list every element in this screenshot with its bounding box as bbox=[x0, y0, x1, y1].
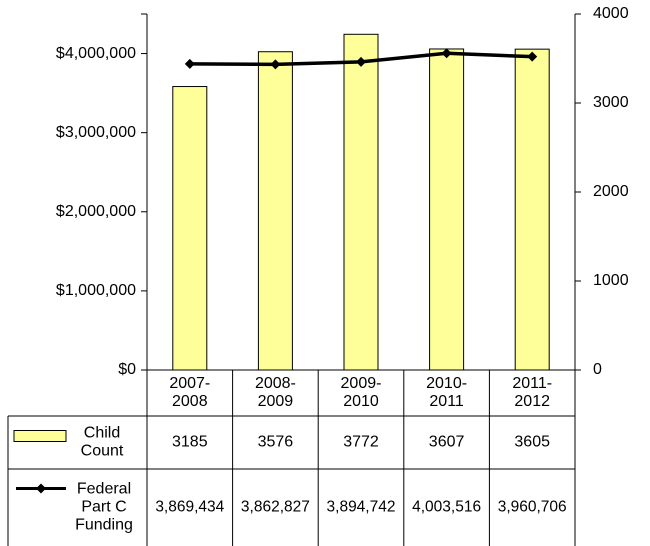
funding-legend-marker bbox=[36, 483, 46, 494]
left-axis-tick-label: $3,000,000 bbox=[56, 124, 136, 141]
left-axis-tick-label: $0 bbox=[118, 361, 136, 378]
funding-value: 3,869,434 bbox=[155, 499, 224, 516]
category-label: 2010 bbox=[343, 393, 379, 410]
left-axis-tick-label: $4,000,000 bbox=[56, 45, 136, 62]
funding-value: 3,894,742 bbox=[327, 499, 396, 516]
right-axis-tick-label: 3000 bbox=[593, 94, 629, 111]
category-label: 2008- bbox=[255, 375, 296, 392]
funding-value: 3,862,827 bbox=[241, 499, 310, 516]
funding-point-2009-2010 bbox=[356, 56, 366, 67]
left-axis-tick-label: $1,000,000 bbox=[56, 282, 136, 299]
child-count-value: 3772 bbox=[343, 434, 379, 451]
child-count-legend-key bbox=[13, 430, 67, 442]
bar-2008-2009 bbox=[257, 51, 293, 371]
category-label: 2009- bbox=[341, 375, 382, 392]
child-count-value: 3605 bbox=[514, 434, 550, 451]
right-axis-tick-label: 0 bbox=[593, 361, 602, 378]
child-count-value: 3185 bbox=[172, 434, 208, 451]
category-label: 2007- bbox=[169, 375, 210, 392]
funding-point-2007-2008 bbox=[184, 58, 195, 69]
right-axis-tick-label: 2000 bbox=[593, 183, 629, 200]
funding-row-label: Part C bbox=[81, 499, 126, 516]
category-label: 2011 bbox=[429, 393, 464, 410]
category-label: 2008 bbox=[172, 393, 208, 410]
bar-2010-2011 bbox=[429, 48, 465, 371]
right-axis-tick-label: 4000 bbox=[593, 5, 629, 22]
child-count-row-label: Count bbox=[81, 443, 124, 460]
right-axis-tick-label: 1000 bbox=[593, 272, 629, 289]
category-label: 2010- bbox=[426, 375, 467, 392]
child-count-row-label: Child bbox=[84, 425, 120, 442]
funding-point-2008-2009 bbox=[270, 59, 281, 70]
child-count-value: 3576 bbox=[258, 434, 294, 451]
funding-value: 3,960,706 bbox=[498, 499, 567, 516]
funding-point-2010-2011 bbox=[441, 48, 452, 59]
bar-2009-2010 bbox=[343, 33, 379, 371]
funding-row-label: Funding bbox=[75, 517, 133, 534]
category-label: 2011- bbox=[512, 375, 552, 392]
bar-2007-2008 bbox=[172, 86, 208, 371]
left-axis-tick-label: $2,000,000 bbox=[56, 203, 136, 220]
category-label: 2012 bbox=[514, 393, 550, 410]
child-count-value: 3607 bbox=[429, 434, 465, 451]
category-label: 2009 bbox=[258, 393, 294, 410]
funding-row-label: Federal bbox=[77, 481, 131, 498]
bar-2011-2012 bbox=[514, 48, 550, 371]
funding-point-2011-2012 bbox=[527, 51, 538, 62]
funding-value: 4,003,516 bbox=[412, 499, 481, 516]
